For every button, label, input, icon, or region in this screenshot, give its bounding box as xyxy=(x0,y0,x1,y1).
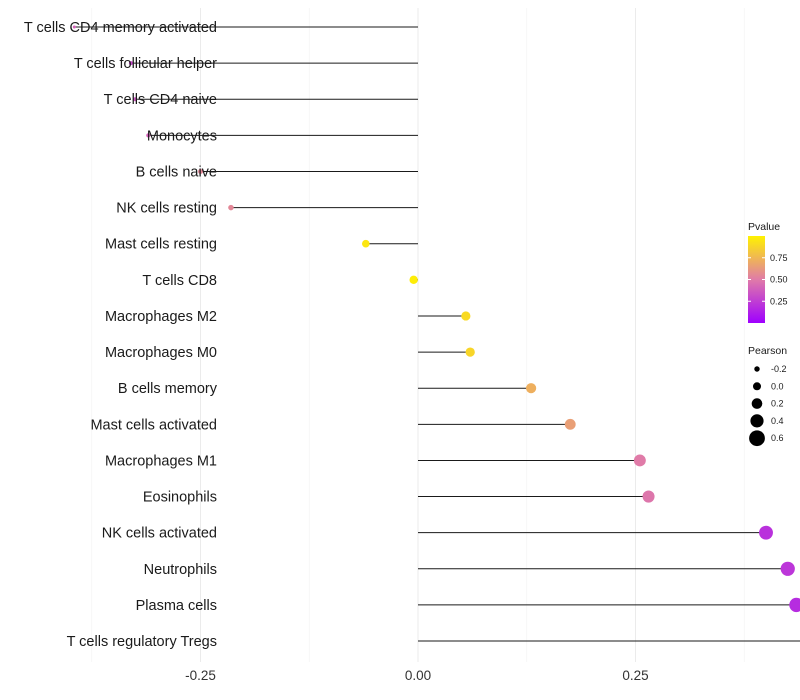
color-legend-label: 0.75 xyxy=(770,253,788,263)
size-legend-point xyxy=(749,430,765,447)
category-label: Mast cells activated xyxy=(90,417,217,433)
size-legend-point xyxy=(752,382,762,391)
category-label: B cells naive xyxy=(136,164,217,180)
size-legend-label: 0.0 xyxy=(771,381,784,391)
lollipop-point xyxy=(789,597,800,613)
size-legend-label: 0.2 xyxy=(771,399,784,409)
lollipop-point xyxy=(72,25,76,29)
lollipop-point xyxy=(633,454,646,467)
size-legend-label: 0.4 xyxy=(771,416,784,426)
lollipop-point xyxy=(133,97,138,102)
lollipop-point xyxy=(461,311,471,321)
x-tick-label: 0.25 xyxy=(622,668,648,683)
category-label: Macrophages M0 xyxy=(105,345,217,361)
lollipop-points xyxy=(72,25,800,613)
size-legend-label: 0.6 xyxy=(771,433,784,443)
category-label: T cells CD4 memory activated xyxy=(24,20,217,36)
grid-lines xyxy=(91,8,745,662)
category-label: B cells memory xyxy=(118,381,218,397)
category-label: Macrophages M1 xyxy=(105,453,217,469)
lollipop-point xyxy=(525,383,537,394)
color-legend-title: Pvalue xyxy=(748,221,780,233)
lollipop-point xyxy=(197,168,204,174)
color-legend-label: 0.50 xyxy=(770,275,788,285)
category-label: Plasma cells xyxy=(136,598,217,614)
lollipop-point xyxy=(146,133,151,138)
x-tick-label: -0.25 xyxy=(185,668,216,683)
category-label: T cells CD4 naive xyxy=(104,92,217,108)
category-label: Mast cells resting xyxy=(105,237,217,253)
size-legend-point xyxy=(754,366,760,372)
category-label: Neutrophils xyxy=(144,562,217,578)
lollipop-point xyxy=(128,61,133,66)
lollipop-point xyxy=(409,275,418,285)
category-label: T cells regulatory Tregs xyxy=(67,634,217,650)
category-label: T cells follicular helper xyxy=(74,56,217,72)
color-legend-bar xyxy=(748,236,765,323)
size-legend-point xyxy=(751,398,763,409)
lollipop-point xyxy=(465,347,475,357)
category-label: T cells CD8 xyxy=(142,273,217,289)
lollipop-point xyxy=(228,204,234,211)
category-label: Monocytes xyxy=(147,128,217,144)
color-legend-label: 0.25 xyxy=(770,296,788,306)
size-legend-label: -0.2 xyxy=(771,364,787,374)
size-legend-point xyxy=(750,414,764,428)
size-legend-title: Pearson xyxy=(748,345,787,357)
category-label: NK cells activated xyxy=(102,526,217,542)
legend: Pvalue 0.25 0.50 0.75 Pearson -0.2 0.0 0.2 0.4 0.… xyxy=(748,221,788,447)
lollipop-point xyxy=(564,418,576,430)
x-axis-ticks: -0.250.000.250.50 xyxy=(185,668,649,683)
category-label: Eosinophils xyxy=(143,490,217,506)
x-tick-label: 0.00 xyxy=(405,668,431,683)
lollipop-point xyxy=(780,561,795,576)
lollipop-stems xyxy=(74,26,800,642)
category-label: Macrophages M2 xyxy=(105,309,217,325)
category-label: NK cells resting xyxy=(116,201,217,217)
lollipop-point xyxy=(642,490,655,503)
lollipop-point xyxy=(361,239,370,248)
category-labels: T cells CD4 memory activated T cells foll… xyxy=(24,20,218,650)
lollipop-point xyxy=(759,525,773,540)
